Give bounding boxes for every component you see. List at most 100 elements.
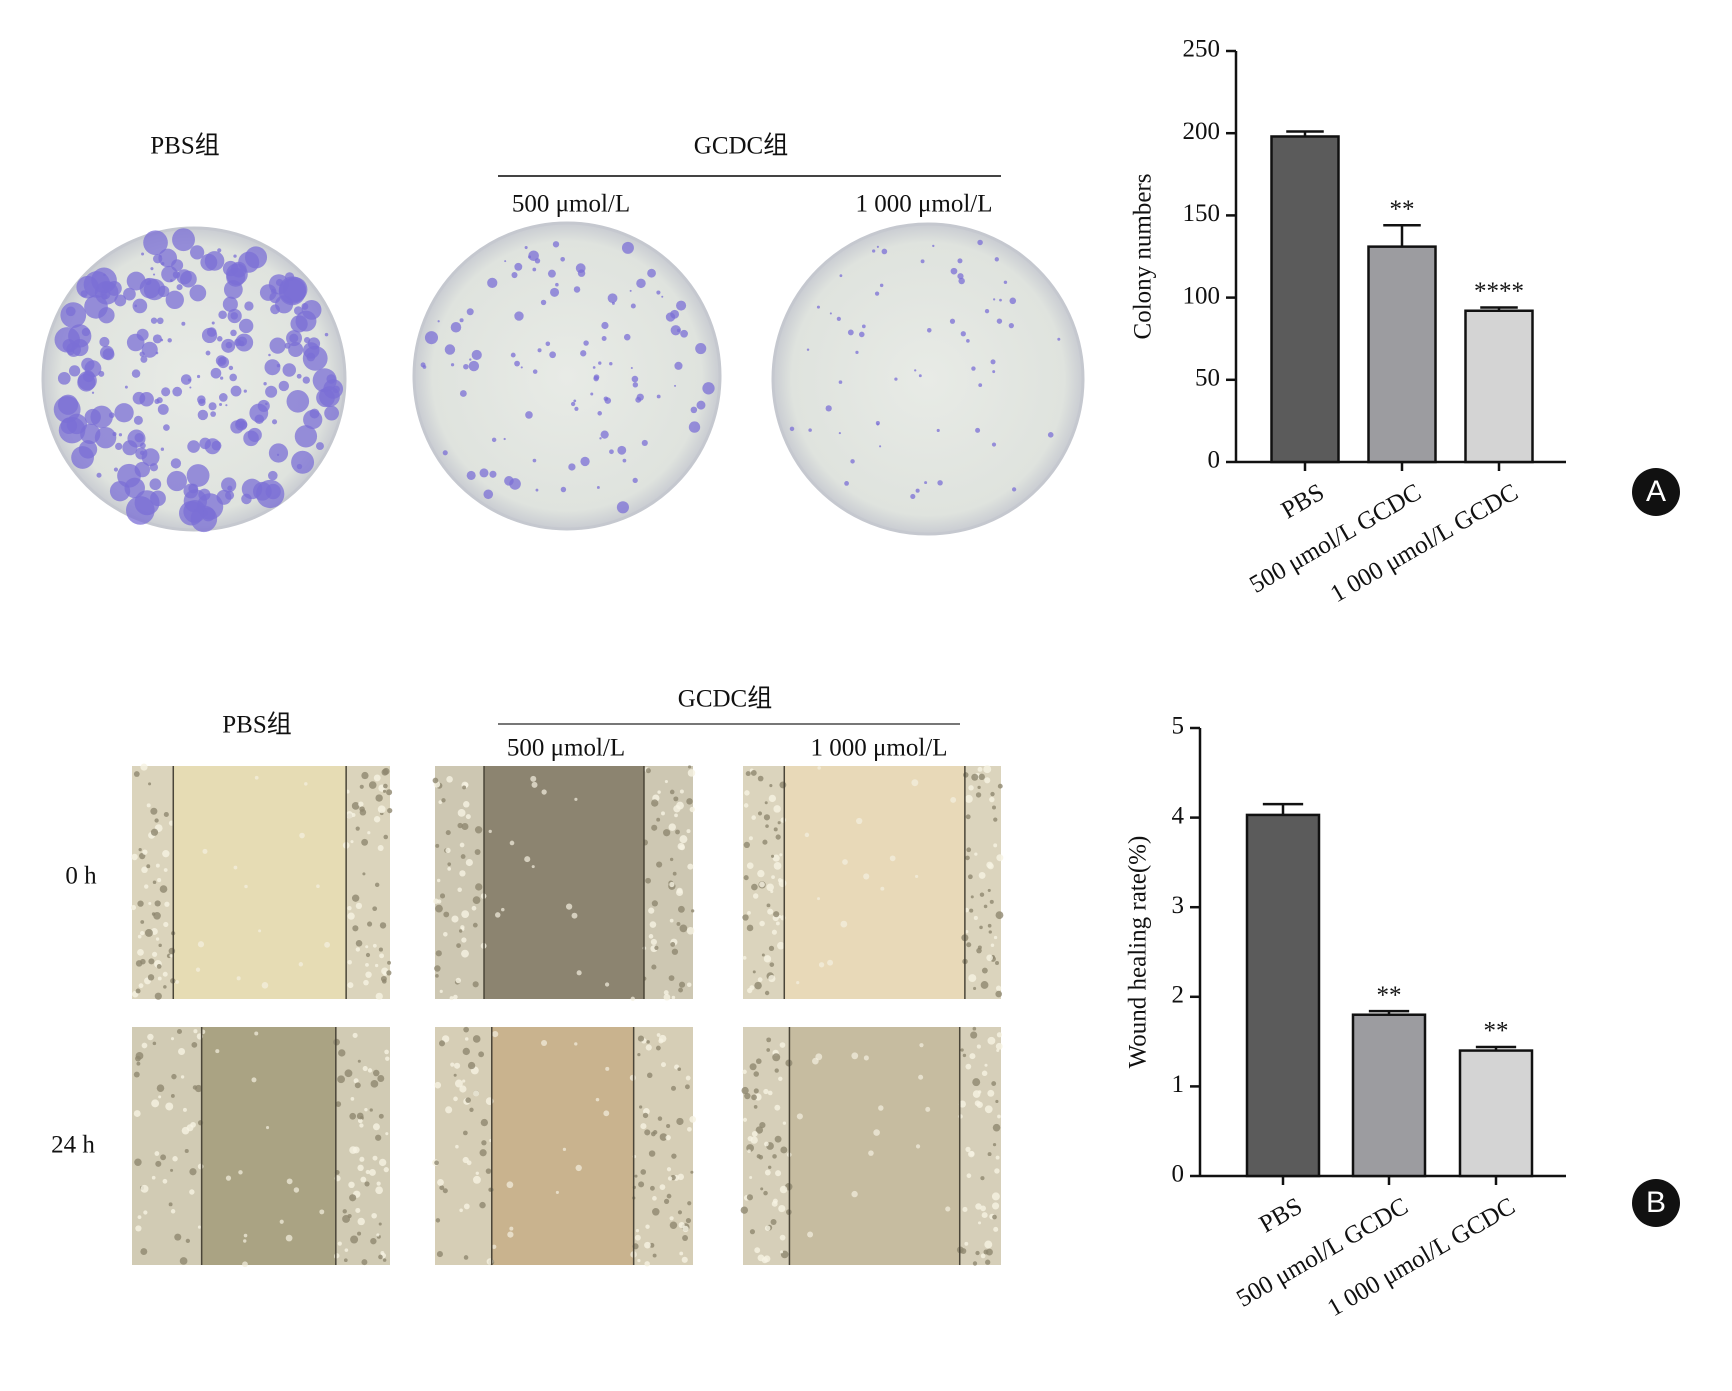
- colony: [622, 458, 627, 463]
- colony: [583, 340, 589, 346]
- cell: [143, 1210, 148, 1215]
- cell: [472, 981, 479, 988]
- colony: [115, 442, 123, 451]
- cell: [378, 1113, 384, 1119]
- cell: [652, 1196, 657, 1201]
- colony: [690, 406, 698, 414]
- colony: [270, 288, 276, 294]
- cell: [978, 773, 985, 780]
- colony: [590, 392, 594, 396]
- colony: [879, 445, 882, 448]
- colony-photos: [41, 221, 1085, 536]
- colony: [160, 447, 165, 451]
- cell: [147, 974, 155, 981]
- cell: [965, 814, 971, 820]
- cell: [774, 1104, 781, 1111]
- colony: [577, 269, 586, 277]
- y-tick-label: 100: [1183, 282, 1221, 309]
- cell: [438, 1040, 446, 1047]
- colony: [957, 258, 963, 264]
- y-tick-label: 3: [1172, 892, 1185, 919]
- colony: [205, 350, 211, 356]
- colony: [278, 380, 290, 392]
- colony: [580, 456, 590, 467]
- colony: [225, 490, 235, 500]
- cell: [818, 962, 825, 968]
- cell: [985, 1259, 991, 1265]
- cell: [298, 962, 304, 967]
- y-tick-label: 150: [1183, 200, 1221, 227]
- colony: [143, 230, 168, 256]
- cell: [668, 975, 675, 981]
- cell: [194, 1084, 203, 1093]
- cell: [746, 924, 754, 932]
- colony: [68, 365, 81, 377]
- cell: [541, 1039, 548, 1047]
- colony: [915, 488, 920, 493]
- y-tick-label: 50: [1195, 365, 1220, 392]
- cell: [878, 1105, 884, 1111]
- colony: [609, 361, 613, 366]
- cell: [202, 848, 208, 854]
- colony: [547, 269, 556, 278]
- cell: [679, 835, 688, 844]
- cell: [495, 912, 501, 918]
- cell: [743, 803, 749, 808]
- cell: [654, 945, 659, 950]
- cell: [362, 872, 366, 876]
- cell: [774, 1068, 779, 1073]
- cell: [656, 817, 661, 822]
- cell: [374, 963, 379, 968]
- cell: [780, 817, 787, 823]
- cell: [462, 1130, 468, 1136]
- colony: [211, 440, 222, 451]
- cell: [745, 771, 751, 777]
- colony: [838, 380, 843, 384]
- cell: [976, 1044, 981, 1049]
- cell: [170, 1037, 175, 1041]
- cell: [679, 1251, 684, 1256]
- cell: [651, 900, 658, 907]
- colony: [670, 325, 681, 336]
- cell: [766, 883, 774, 892]
- cell: [996, 1049, 1000, 1053]
- cell: [753, 1071, 759, 1077]
- cell: [751, 1094, 757, 1101]
- cell: [131, 853, 138, 861]
- colony: [984, 308, 990, 314]
- cell: [150, 807, 158, 815]
- cell: [347, 912, 355, 920]
- colony: [256, 479, 285, 509]
- cell: [689, 806, 696, 813]
- cell: [645, 1044, 652, 1051]
- cell: [779, 781, 787, 789]
- colony: [926, 328, 932, 333]
- cell: [666, 1193, 672, 1199]
- cell: [766, 1037, 772, 1043]
- cell: [986, 954, 993, 962]
- cell: [144, 929, 153, 937]
- colony: [104, 290, 108, 293]
- cell: [148, 902, 152, 906]
- cell: [363, 979, 369, 986]
- cell: [137, 934, 142, 939]
- colony: [597, 411, 602, 416]
- cell: [660, 1062, 666, 1068]
- cell: [258, 929, 262, 933]
- colony: [189, 284, 207, 302]
- cell-edge: [335, 1027, 390, 1265]
- cell: [439, 1185, 445, 1191]
- colony: [161, 265, 178, 283]
- cell: [774, 1135, 782, 1143]
- cell: [979, 892, 985, 897]
- colony: [656, 290, 661, 295]
- cell: [968, 785, 974, 791]
- colony: [466, 470, 476, 480]
- cell: [991, 1202, 1000, 1210]
- colony: [181, 321, 186, 326]
- colony: [237, 336, 248, 347]
- cell: [744, 790, 750, 796]
- cell: [180, 1075, 185, 1079]
- colony: [268, 470, 278, 481]
- cell: [531, 781, 538, 788]
